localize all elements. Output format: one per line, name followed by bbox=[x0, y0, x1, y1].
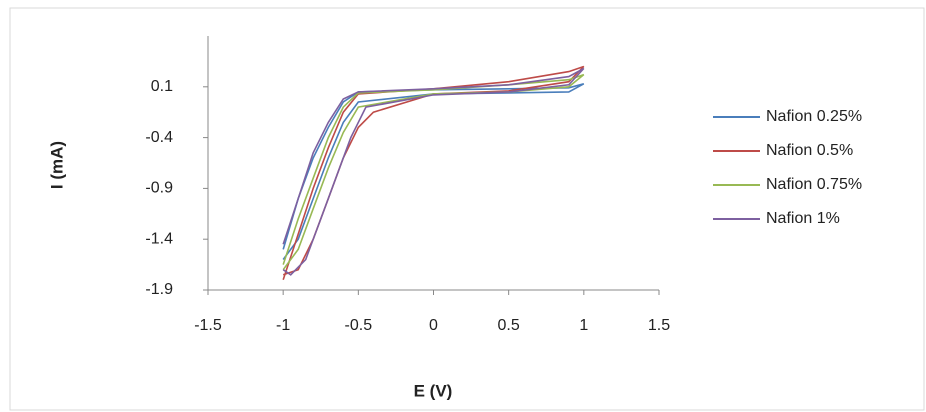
legend-label: Nafion 0.75% bbox=[766, 176, 862, 193]
x-tick-label: -1.5 bbox=[194, 317, 222, 334]
legend-label: Nafion 1% bbox=[766, 210, 840, 227]
y-tick-label: -1.4 bbox=[145, 230, 173, 247]
legend-label: Nafion 0.25% bbox=[766, 108, 862, 125]
x-tick-label: -1 bbox=[276, 317, 290, 334]
series-line bbox=[282, 67, 585, 276]
x-tick-label: -0.5 bbox=[345, 317, 373, 334]
x-tick-label: 0.5 bbox=[498, 317, 520, 334]
y-axis-title: I (mA) bbox=[47, 141, 66, 189]
x-tick-label: 0 bbox=[429, 317, 438, 334]
y-tick-label: 0.1 bbox=[151, 78, 173, 95]
y-tick-label: -0.4 bbox=[145, 129, 173, 146]
y-tick-label: -1.9 bbox=[145, 281, 173, 298]
x-tick-label: 1.5 bbox=[648, 317, 670, 334]
chart-frame bbox=[9, 7, 925, 411]
legend-label: Nafion 0.5% bbox=[766, 142, 853, 159]
y-tick-label: -0.9 bbox=[145, 180, 173, 197]
x-tick-label: 1 bbox=[579, 317, 588, 334]
series-line bbox=[282, 83, 585, 260]
series-line bbox=[282, 73, 585, 271]
x-axis-title: E (V) bbox=[414, 381, 453, 400]
